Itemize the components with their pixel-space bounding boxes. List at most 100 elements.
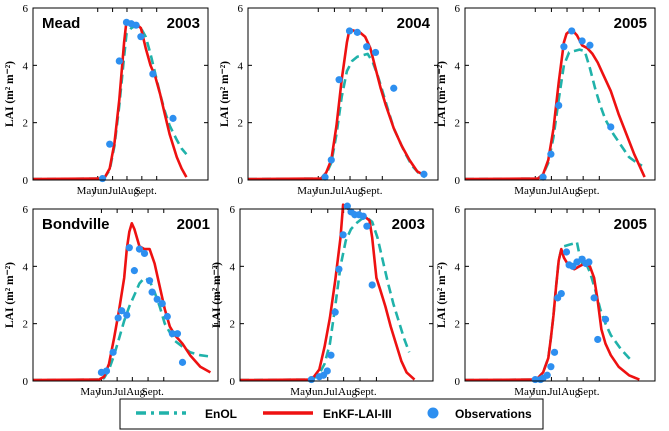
y-tick-label: 2 xyxy=(23,118,29,130)
y-tick-label: 0 xyxy=(455,376,461,388)
x-tick-label: Jun. xyxy=(308,386,326,398)
x-tick-label: May xyxy=(514,386,535,398)
observation-point xyxy=(307,375,315,384)
observation-point xyxy=(145,277,154,285)
observation-point xyxy=(335,76,343,84)
y-tick-label: 4 xyxy=(23,60,29,72)
observation-point xyxy=(106,140,114,148)
observation-point xyxy=(130,267,138,275)
observation-point xyxy=(125,244,133,252)
plot-frame xyxy=(32,7,209,181)
enkf-line xyxy=(464,28,646,181)
observation-point xyxy=(109,348,117,356)
observation-point xyxy=(321,173,329,181)
observation-point xyxy=(550,348,559,356)
x-tick-label: Aug. xyxy=(338,386,360,398)
observation-point xyxy=(590,294,598,302)
x-tick-label: Aug. xyxy=(561,386,583,398)
y-tick-label: 6 xyxy=(455,204,461,216)
plot-frame xyxy=(32,208,219,382)
year-label: 2005 xyxy=(614,216,647,233)
x-tick-label: Jul. xyxy=(108,185,124,197)
x-tick-label: Jul. xyxy=(325,386,341,398)
enkf-line xyxy=(247,28,426,181)
x-tick-label: Sept. xyxy=(577,185,600,197)
observation-point xyxy=(359,212,367,220)
y-tick-label: 4 xyxy=(455,261,461,273)
observation-point xyxy=(135,245,144,253)
x-tick-label: Aug. xyxy=(344,185,366,197)
x-tick-label: Sept. xyxy=(577,386,600,398)
x-tick-label: Jul. xyxy=(548,185,564,197)
observation-point xyxy=(140,249,149,258)
site-label: Mead xyxy=(42,15,80,32)
observation-point xyxy=(123,311,131,319)
x-tick-label: Aug. xyxy=(120,185,142,197)
observation-point xyxy=(169,114,177,122)
x-tick-label: Jun. xyxy=(97,386,115,398)
observation-point xyxy=(173,330,182,338)
year-label: 2001 xyxy=(177,216,210,233)
y-tick-label: 0 xyxy=(455,175,461,187)
observation-point xyxy=(547,363,555,371)
observation-point xyxy=(158,300,166,308)
x-tick-label: Jul. xyxy=(114,386,130,398)
observation-point xyxy=(148,288,156,296)
y-tick-label: 4 xyxy=(455,60,461,72)
x-tick-label: Sept. xyxy=(354,386,377,398)
observation-point xyxy=(353,28,361,36)
observation-point xyxy=(163,312,171,321)
observation-point xyxy=(363,43,371,51)
observation-point xyxy=(363,222,371,230)
x-tick-label: Jul. xyxy=(548,386,564,398)
observation-point xyxy=(601,315,610,323)
y-tick-label: 2 xyxy=(455,118,461,130)
y-axis-label: LAI (m² m⁻²) xyxy=(4,262,16,328)
observation-point xyxy=(343,202,351,210)
x-tick-label: Sept. xyxy=(142,386,165,398)
x-tick-label: May xyxy=(80,386,101,398)
enkf-line xyxy=(32,222,212,382)
observation-point xyxy=(98,174,107,183)
y-tick-label: 4 xyxy=(23,261,29,273)
y-tick-label: 6 xyxy=(455,3,461,15)
x-tick-label: Sept. xyxy=(135,185,158,197)
y-tick-label: 6 xyxy=(23,3,29,15)
observation-point xyxy=(327,351,335,359)
y-axis-label: LAI (m² m⁻²) xyxy=(211,262,223,328)
enkf-line xyxy=(32,19,188,181)
x-tick-label: Jun. xyxy=(531,185,549,197)
enol-line xyxy=(464,240,633,382)
enol-line xyxy=(32,23,188,181)
observation-point xyxy=(585,258,593,266)
observation-point xyxy=(149,70,157,78)
y-tick-label: 6 xyxy=(230,204,236,216)
enol-line xyxy=(239,216,411,382)
observation-point xyxy=(115,57,123,65)
x-tick-label: Jun. xyxy=(531,386,549,398)
observation-point xyxy=(323,367,331,375)
observation-point xyxy=(578,37,586,45)
observation-point xyxy=(547,150,555,158)
x-tick-label: Jul. xyxy=(331,185,347,197)
observation-point xyxy=(345,27,354,35)
observation-point xyxy=(327,156,335,164)
observation-point xyxy=(178,358,187,366)
observation-point xyxy=(557,289,565,298)
x-tick-label: Jun. xyxy=(93,185,111,197)
observation-point xyxy=(331,308,339,316)
x-tick-label: May xyxy=(77,185,98,197)
y-tick-label: 0 xyxy=(230,376,236,388)
observation-point xyxy=(607,123,615,131)
enol-line xyxy=(464,48,643,181)
observation-point xyxy=(594,335,602,344)
year-label: 2005 xyxy=(614,15,647,32)
legend-label-obs: Observations xyxy=(455,407,532,421)
observation-point xyxy=(368,281,376,289)
site-label: Bondville xyxy=(42,216,110,233)
